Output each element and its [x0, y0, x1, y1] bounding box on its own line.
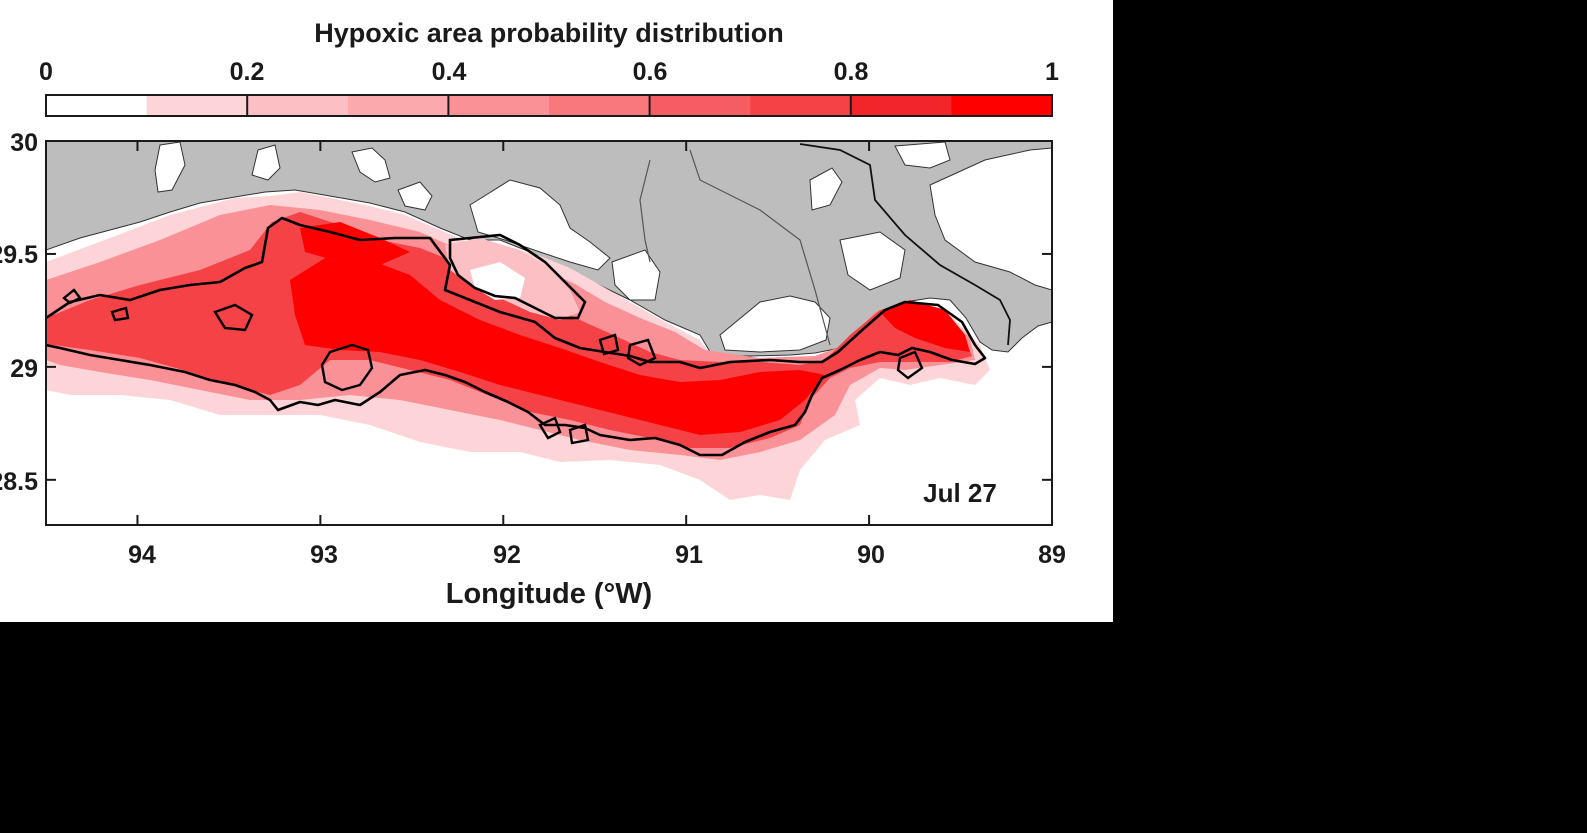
probability-contour: [46, 216, 987, 457]
hypoxia-map-figure: Hypoxic area probability distribution 0 …: [0, 18, 1066, 610]
probability-contour: [568, 423, 590, 445]
x-axis-label: Longitude (°W): [446, 578, 652, 610]
lake-pontchartrain: [894, 141, 951, 169]
axis-ticks: [46, 140, 1053, 525]
lake: [251, 144, 281, 181]
bay: [611, 249, 661, 301]
colorbar: [46, 95, 1053, 116]
colorbar-tick-labels: 0 0.2 0.4 0.6 0.8 1: [39, 58, 1059, 86]
plot-frame: [45, 140, 1053, 526]
bay: [469, 179, 611, 271]
colorbar-tick-label: 0.2: [230, 58, 265, 86]
probability-contour: [448, 233, 587, 320]
probability-contour: [896, 350, 924, 380]
colorbar-tick-label: 0.4: [432, 58, 467, 86]
colorbar-swatch: [347, 95, 449, 116]
colorbar-tick-label: 0.6: [633, 58, 668, 86]
x-tick-label: 90: [857, 541, 885, 569]
probability-contour: [213, 303, 254, 332]
y-tick-label: 29.5: [0, 241, 38, 269]
colorbar-tick-label: 0: [39, 58, 53, 86]
river: [689, 149, 831, 346]
colorbar-swatch: [247, 95, 349, 116]
colorbar-swatch: [46, 95, 148, 116]
y-tick-label: 29: [10, 355, 38, 383]
lake: [351, 147, 391, 183]
probability-contour: [110, 306, 130, 322]
probability-region-peak: [880, 300, 970, 352]
y-tick-label: 28.5: [0, 468, 38, 496]
y-tick-label: 30: [10, 129, 38, 157]
probability-layers: [46, 192, 990, 500]
probability-contour: [320, 343, 374, 392]
y-tick-labels: 30 29.5 29 28.5: [0, 129, 38, 496]
date-label: Jul 27: [923, 478, 997, 508]
colorbar-frame: [45, 94, 1053, 117]
colorbar-tick-label: 1: [1045, 58, 1059, 86]
probability-contour: [598, 333, 620, 356]
colorbar-swatch: [850, 95, 952, 116]
colorbar-swatch: [649, 95, 751, 116]
probability-contour: [62, 288, 82, 305]
colorbar-ticks: [246, 95, 852, 116]
colorbar-swatch: [549, 95, 651, 116]
probability-contour: [626, 338, 657, 367]
colorbar-title: Hypoxic area probability distribution: [314, 18, 784, 48]
marsh: [839, 231, 906, 291]
marsh: [719, 295, 831, 353]
lake: [397, 181, 433, 211]
probability-region-peak: [290, 255, 825, 435]
lake: [809, 167, 843, 211]
colorbar-swatch: [951, 95, 1053, 116]
map-plot-area: [46, 141, 1052, 525]
probability-contour: [538, 416, 562, 440]
x-tick-label: 92: [493, 541, 521, 569]
colorbar-swatch: [750, 95, 852, 116]
mississippi-river: [799, 143, 1011, 346]
colorbar-swatch: [146, 95, 248, 116]
colorbar-swatch: [448, 95, 550, 116]
x-tick-label: 93: [310, 541, 338, 569]
figure-panel: Hypoxic area probability distribution 0 …: [0, 0, 1113, 622]
x-tick-label: 91: [675, 541, 703, 569]
river: [639, 159, 651, 263]
x-tick-label: 94: [128, 541, 156, 569]
marsh: [929, 147, 1052, 291]
x-tick-label: 89: [1038, 541, 1066, 569]
colorbar-tick-label: 0.8: [834, 58, 869, 86]
x-tick-labels: 94 93 92 91 90 89: [128, 541, 1066, 569]
